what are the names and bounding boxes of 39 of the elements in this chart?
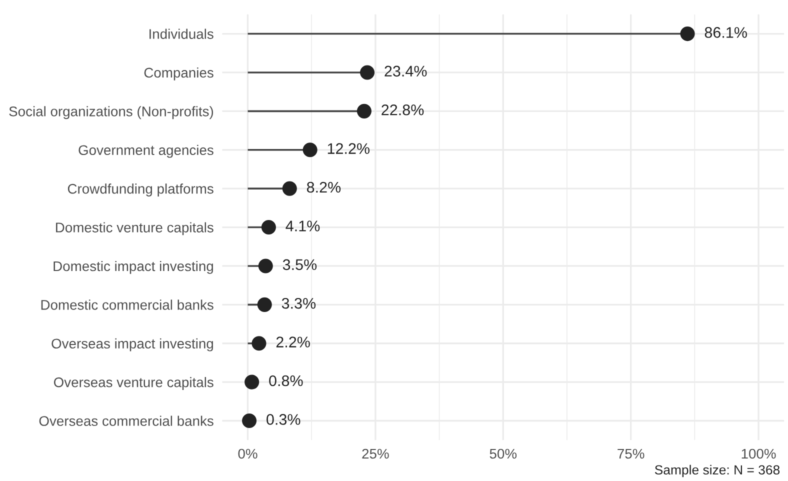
- y-tick-label: Overseas commercial banks: [39, 416, 214, 426]
- y-tick-label: Government agencies: [78, 144, 214, 158]
- data-label: 0.8%: [269, 375, 303, 386]
- point: [282, 181, 297, 196]
- y-tick-label: Domestic impact investing: [54, 260, 213, 274]
- data-label: 86.1%: [704, 27, 747, 38]
- point: [257, 297, 272, 312]
- point: [302, 142, 318, 158]
- point: [360, 65, 375, 80]
- point: [258, 258, 273, 274]
- point: [356, 104, 372, 118]
- data-label: 0.3%: [266, 414, 300, 425]
- data-label: 12.2%: [328, 143, 370, 154]
- data-label: 22.8%: [382, 104, 424, 116]
- y-tick-label: Social organizations (Non-profits): [9, 106, 214, 120]
- point: [244, 374, 260, 390]
- y-tick-label: Individuals: [150, 28, 214, 39]
- data-label: 4.1%: [286, 220, 320, 232]
- y-tick-label: Companies: [144, 67, 214, 80]
- data-label: 23.4%: [384, 66, 427, 77]
- x-tick-label: 100%: [742, 448, 776, 459]
- point: [261, 220, 276, 235]
- y-tick-label: Domestic commercial banks: [41, 300, 214, 310]
- data-label: 3.5%: [282, 259, 317, 270]
- y-tick-label: Overseas venture capitals: [54, 377, 214, 390]
- point: [252, 336, 266, 351]
- y-tick-label: Domestic venture capitals: [56, 222, 214, 236]
- data-label: 8.2%: [306, 182, 341, 193]
- data-label: 3.3%: [282, 298, 316, 309]
- x-tick-label: 25%: [362, 448, 389, 459]
- y-tick-label: Overseas impact investing: [52, 338, 213, 352]
- y-tick-label: Crowdfunding platforms: [68, 184, 214, 196]
- data-label: 2.2%: [276, 336, 310, 348]
- point: [680, 26, 695, 42]
- x-tick-label: 50%: [490, 448, 517, 459]
- x-tick-label: 0%: [238, 448, 258, 459]
- text: Sample size: N = 368: [654, 464, 780, 478]
- x-tick-label: 75%: [618, 448, 644, 459]
- point: [242, 413, 257, 428]
